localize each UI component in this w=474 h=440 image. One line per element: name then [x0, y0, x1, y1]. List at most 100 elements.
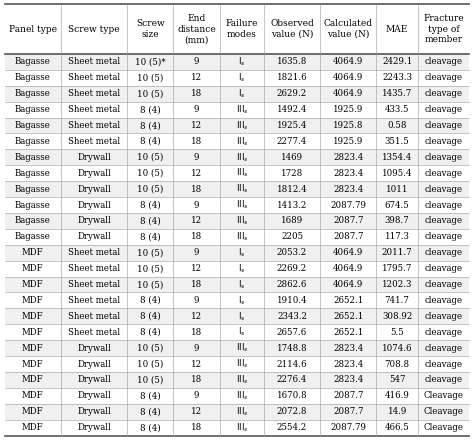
Text: 9: 9 — [194, 153, 200, 162]
Text: 2823.4: 2823.4 — [333, 375, 364, 385]
Text: 12: 12 — [191, 169, 202, 178]
Text: cleavage: cleavage — [425, 328, 463, 337]
Text: cleavage: cleavage — [425, 121, 463, 130]
Bar — [5, 165, 469, 181]
Text: 2269.2: 2269.2 — [277, 264, 307, 273]
Text: 1354.4: 1354.4 — [382, 153, 412, 162]
Text: 351.5: 351.5 — [385, 137, 410, 146]
Text: cleavage: cleavage — [425, 153, 463, 162]
Text: MDF: MDF — [22, 375, 44, 385]
Text: 18: 18 — [191, 185, 202, 194]
Text: III$_s$: III$_s$ — [236, 183, 248, 195]
Text: MDF: MDF — [22, 264, 44, 273]
Text: cleavage: cleavage — [425, 105, 463, 114]
Text: Bagasse: Bagasse — [15, 121, 51, 130]
Text: Failure
modes: Failure modes — [226, 19, 258, 39]
Text: 2087.79: 2087.79 — [330, 423, 366, 432]
Text: MDF: MDF — [22, 296, 44, 305]
Bar — [5, 340, 469, 356]
Text: MAE: MAE — [386, 25, 408, 34]
Text: Cleavage: Cleavage — [424, 407, 464, 416]
Text: Fracture
type of
member: Fracture type of member — [423, 14, 464, 44]
Text: 1435.7: 1435.7 — [382, 89, 412, 98]
Text: Cleavage: Cleavage — [424, 391, 464, 400]
Text: MDF: MDF — [22, 280, 44, 289]
Text: Bagasse: Bagasse — [15, 58, 51, 66]
Text: 18: 18 — [191, 423, 202, 432]
Text: 117.3: 117.3 — [385, 232, 410, 242]
Text: 2862.6: 2862.6 — [277, 280, 307, 289]
Bar — [5, 229, 469, 245]
Text: 4064.9: 4064.9 — [333, 280, 364, 289]
Text: Bagasse: Bagasse — [15, 201, 51, 209]
Bar — [5, 213, 469, 229]
Text: Drywall: Drywall — [77, 232, 111, 242]
Text: 2087.79: 2087.79 — [330, 201, 366, 209]
Text: 8 (4): 8 (4) — [140, 391, 161, 400]
Bar — [5, 54, 469, 70]
Text: 2823.4: 2823.4 — [333, 344, 364, 352]
Text: 8 (4): 8 (4) — [140, 201, 161, 209]
Text: Bagasse: Bagasse — [15, 73, 51, 82]
Text: MDF: MDF — [22, 248, 44, 257]
Text: 10 (5): 10 (5) — [137, 89, 164, 98]
Text: 2652.1: 2652.1 — [333, 328, 364, 337]
Bar — [5, 197, 469, 213]
Text: 1689: 1689 — [281, 216, 303, 225]
Text: MDF: MDF — [22, 312, 44, 321]
Bar — [5, 404, 469, 420]
Text: 1670.8: 1670.8 — [277, 391, 307, 400]
Text: 8 (4): 8 (4) — [140, 423, 161, 432]
Text: Drywall: Drywall — [77, 375, 111, 385]
Text: 674.5: 674.5 — [385, 201, 410, 209]
Text: III$_s$: III$_s$ — [236, 342, 248, 354]
Text: 2554.2: 2554.2 — [277, 423, 307, 432]
Text: III$_s$: III$_s$ — [236, 167, 248, 180]
Text: Sheet metal: Sheet metal — [68, 73, 120, 82]
Text: 2629.2: 2629.2 — [277, 89, 307, 98]
Text: III$_s$: III$_s$ — [236, 231, 248, 243]
Text: III$_s$: III$_s$ — [236, 199, 248, 211]
Text: I$_s$: I$_s$ — [238, 278, 246, 291]
Text: III$_s$: III$_s$ — [236, 151, 248, 164]
Text: MDF: MDF — [22, 344, 44, 352]
Text: cleavage: cleavage — [425, 58, 463, 66]
Bar — [5, 70, 469, 86]
Text: Sheet metal: Sheet metal — [68, 312, 120, 321]
Text: 2343.2: 2343.2 — [277, 312, 307, 321]
Text: I$_s$: I$_s$ — [238, 262, 246, 275]
Text: 8 (4): 8 (4) — [140, 216, 161, 225]
Text: III$_s$: III$_s$ — [236, 374, 248, 386]
Text: cleavage: cleavage — [425, 248, 463, 257]
Text: 2657.6: 2657.6 — [277, 328, 307, 337]
Text: I$_s$: I$_s$ — [238, 72, 246, 84]
Text: 18: 18 — [191, 89, 202, 98]
Text: cleavage: cleavage — [425, 216, 463, 225]
Text: Drywall: Drywall — [77, 201, 111, 209]
Text: III$_s$: III$_s$ — [236, 103, 248, 116]
Text: 1011: 1011 — [386, 185, 409, 194]
Text: 2053.2: 2053.2 — [277, 248, 307, 257]
Text: cleavage: cleavage — [425, 232, 463, 242]
Text: 10 (5): 10 (5) — [137, 359, 164, 369]
Text: Bagasse: Bagasse — [15, 232, 51, 242]
Text: cleavage: cleavage — [425, 137, 463, 146]
Bar — [5, 308, 469, 324]
Text: 10 (5): 10 (5) — [137, 280, 164, 289]
Text: 2429.1: 2429.1 — [382, 58, 412, 66]
Bar — [5, 245, 469, 260]
Text: III$_s$: III$_s$ — [236, 422, 248, 434]
Text: 741.7: 741.7 — [385, 296, 410, 305]
Text: 10 (5): 10 (5) — [137, 375, 164, 385]
Text: 10 (5): 10 (5) — [137, 185, 164, 194]
Text: III$_s$: III$_s$ — [236, 389, 248, 402]
Text: 1469: 1469 — [281, 153, 303, 162]
Text: Bagasse: Bagasse — [15, 216, 51, 225]
Text: Observed
value (N): Observed value (N) — [270, 19, 314, 39]
Text: 466.5: 466.5 — [385, 423, 410, 432]
Bar — [5, 293, 469, 308]
Text: 10 (5): 10 (5) — [137, 73, 164, 82]
Text: 2823.4: 2823.4 — [333, 185, 364, 194]
Text: 433.5: 433.5 — [385, 105, 410, 114]
Text: 10 (5): 10 (5) — [137, 169, 164, 178]
